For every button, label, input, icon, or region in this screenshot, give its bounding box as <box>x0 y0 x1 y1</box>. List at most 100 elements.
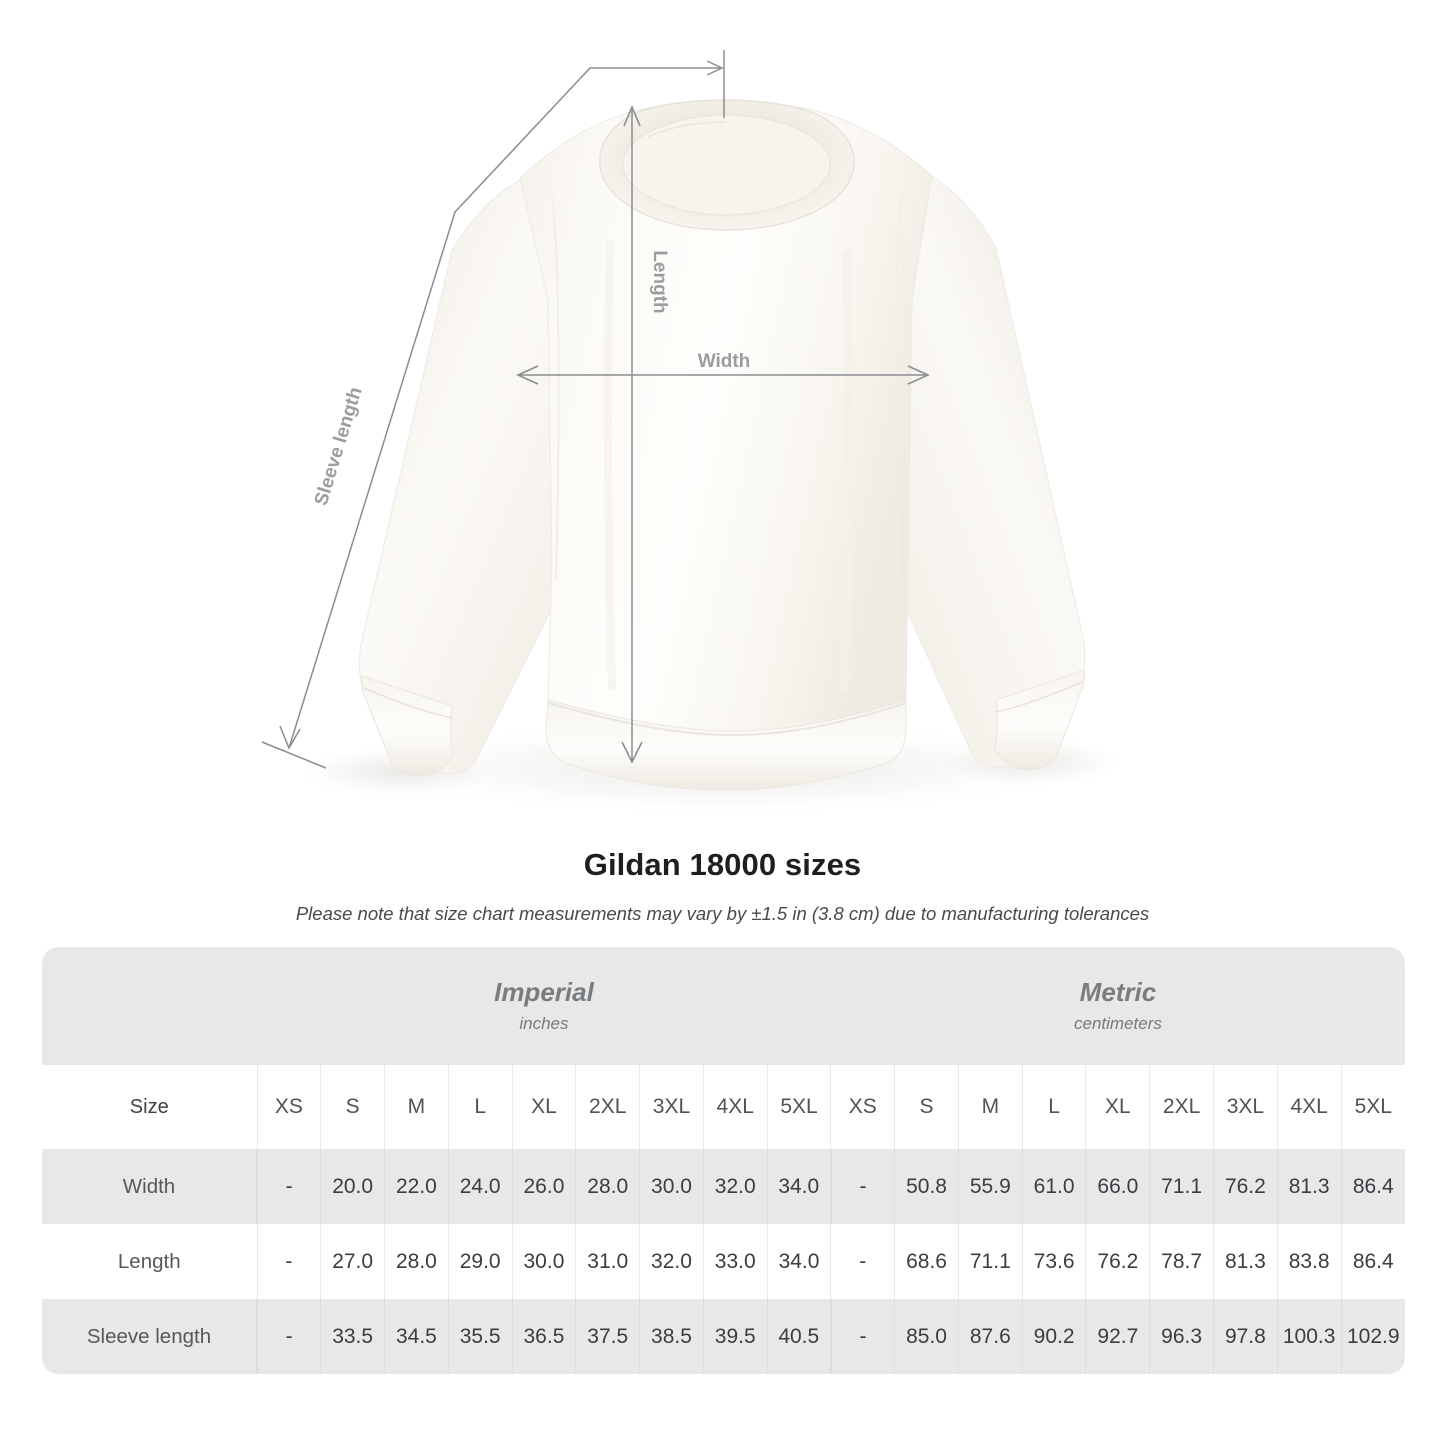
left-armhole-seam <box>551 195 560 581</box>
cell-sleeve-length-metric-xs: - <box>829 1299 895 1374</box>
cell-sleeve-length-metric-m: 87.6 <box>957 1299 1023 1374</box>
cell-sleeve-length-metric-2xl: 96.3 <box>1149 1299 1214 1374</box>
size-header-imperial-s: S <box>320 1065 385 1149</box>
size-header-imperial-xs: XS <box>256 1065 321 1149</box>
cell-sleeve-length-imperial-l: 35.5 <box>447 1299 513 1374</box>
cell-length-imperial-m: 28.0 <box>384 1224 449 1299</box>
table-row: Sleeve length -33.5 34.5 35.5 36.5 37.5 38.5 39… <box>42 1299 1405 1374</box>
title-block: Gildan 18000 sizes Please note that size… <box>0 845 1445 926</box>
sleeve-length-label: Sleeve length <box>311 385 367 508</box>
size-header-imperial-4xl: 4XL <box>702 1065 768 1149</box>
body-fold-right <box>839 249 853 693</box>
cell-length-imperial-l: 29.0 <box>447 1224 513 1299</box>
sweatshirt-illustration: Sleeve length Length Width <box>261 50 1128 816</box>
size-header-metric-xs: XS <box>830 1065 895 1149</box>
size-header-metric-l: L <box>1021 1065 1086 1149</box>
size-header-metric-3xl: 3XL <box>1213 1065 1278 1149</box>
bottom-hem-rib <box>545 699 907 791</box>
row-label-sleeve-length: Sleeve length <box>42 1299 257 1374</box>
cell-sleeve-length-imperial-5xl: 40.5 <box>766 1299 831 1374</box>
width-arrowhead-right <box>907 365 930 385</box>
page-title: Gildan 18000 sizes <box>583 847 862 882</box>
garment-diagram: Sleeve length Length Width <box>261 50 1128 816</box>
cell-width-imperial-4xl: 32.0 <box>702 1149 768 1224</box>
width-label: Width <box>698 351 751 372</box>
cell-length-metric-xs: - <box>830 1224 895 1299</box>
width-guide: Width <box>516 351 930 385</box>
length-guide: Length <box>621 104 670 764</box>
cell-sleeve-length-metric-3xl: 97.8 <box>1213 1299 1278 1374</box>
neck-highlight <box>647 121 727 138</box>
cell-sleeve-length-imperial-m: 34.5 <box>384 1299 449 1374</box>
right-armhole-seam <box>894 192 903 579</box>
cell-width-imperial-xl: 26.0 <box>511 1149 576 1224</box>
cell-length-metric-3xl: 81.3 <box>1213 1224 1278 1299</box>
length-arrowhead-top <box>623 104 641 127</box>
cell-length-metric-s: 68.6 <box>894 1224 959 1299</box>
size-header-metric-m: M <box>957 1065 1023 1149</box>
cell-length-metric-xl: 76.2 <box>1085 1224 1150 1299</box>
size-chart-table-wrapper: Imperial inches Metric centimeters Size XS S M L… <box>42 947 1405 1374</box>
cell-width-metric-2xl: 71.1 <box>1149 1149 1214 1224</box>
cell-width-imperial-3xl: 30.0 <box>639 1149 704 1224</box>
neckline-inner <box>622 114 831 216</box>
cell-sleeve-length-imperial-4xl: 39.5 <box>702 1299 768 1374</box>
cell-width-imperial-5xl: 34.0 <box>766 1149 831 1224</box>
cell-width-metric-xl: 66.0 <box>1085 1149 1150 1224</box>
right-cuff-seam <box>995 681 1083 713</box>
size-header-metric-2xl: 2XL <box>1149 1065 1214 1149</box>
unit-band-spacer <box>42 947 257 1065</box>
left-sleeve <box>358 179 561 775</box>
cell-sleeve-length-imperial-s: 33.5 <box>320 1299 385 1374</box>
cell-width-imperial-2xl: 28.0 <box>575 1149 640 1224</box>
table-row: Length -27.0 28.0 29.0 30.0 31.0 32.0 33.0 34.0-… <box>42 1224 1405 1299</box>
unit-system-header-imperial: Imperial inches <box>257 947 831 1065</box>
cell-length-metric-m: 71.1 <box>957 1224 1023 1299</box>
cell-length-metric-4xl: 83.8 <box>1276 1224 1342 1299</box>
cell-sleeve-length-metric-s: 85.0 <box>894 1299 959 1374</box>
cell-length-imperial-5xl: 34.0 <box>766 1224 831 1299</box>
size-header-metric-4xl: 4XL <box>1276 1065 1342 1149</box>
size-header-metric-5xl: 5XL <box>1340 1065 1405 1149</box>
cell-length-imperial-4xl: 33.0 <box>702 1224 768 1299</box>
length-arrowhead-bottom <box>621 741 643 764</box>
unit-system-sub: centimeters <box>1074 1014 1162 1033</box>
size-header-imperial-l: L <box>447 1065 513 1149</box>
cell-width-metric-4xl: 81.3 <box>1276 1149 1342 1224</box>
unit-system-band-row: Imperial inches Metric centimeters <box>42 947 1405 1065</box>
cell-width-imperial-xs: - <box>256 1149 321 1224</box>
size-header-metric-xl: XL <box>1085 1065 1150 1149</box>
sleeve-length-line <box>288 67 722 749</box>
sleeve-tick-bottom <box>261 741 327 769</box>
size-header-imperial-2xl: 2XL <box>575 1065 640 1149</box>
unit-system-name: Imperial <box>494 977 594 1007</box>
cell-length-imperial-xl: 30.0 <box>511 1224 576 1299</box>
unit-system-header-metric: Metric centimeters <box>830 947 1405 1065</box>
sleeve-arrowhead-bottom <box>279 725 301 750</box>
cell-width-metric-s: 50.8 <box>894 1149 959 1224</box>
tolerance-note: Please note that size chart measurements… <box>295 903 1150 924</box>
size-header-imperial-m: M <box>384 1065 449 1149</box>
hem-seam <box>547 702 907 737</box>
cell-length-metric-2xl: 78.7 <box>1149 1224 1214 1299</box>
cell-width-metric-5xl: 86.4 <box>1340 1149 1405 1224</box>
size-header-metric-s: S <box>894 1065 959 1149</box>
cell-length-imperial-s: 27.0 <box>320 1224 385 1299</box>
cell-width-metric-l: 61.0 <box>1021 1149 1086 1224</box>
unit-system-name: Metric <box>1079 977 1157 1007</box>
size-header-imperial-3xl: 3XL <box>639 1065 704 1149</box>
sleeve-arrowhead-top <box>706 60 724 76</box>
cell-width-imperial-m: 22.0 <box>384 1149 449 1224</box>
cell-width-imperial-s: 20.0 <box>320 1149 385 1224</box>
cell-sleeve-length-metric-l: 90.2 <box>1021 1299 1086 1374</box>
cell-sleeve-length-imperial-3xl: 38.5 <box>639 1299 704 1374</box>
size-header-imperial-xl: XL <box>511 1065 576 1149</box>
row-label-width: Width <box>42 1149 257 1224</box>
cell-width-metric-xs: - <box>829 1149 895 1224</box>
cell-sleeve-length-metric-4xl: 100.3 <box>1276 1299 1342 1374</box>
table-row: Width -20.0 22.0 24.0 26.0 28.0 30.0 32.0 34.0-5… <box>42 1149 1405 1224</box>
cell-length-imperial-xs: - <box>256 1224 321 1299</box>
left-cuff-seam <box>363 687 453 719</box>
size-chart-table: Imperial inches Metric centimeters Size XS S M L… <box>42 947 1405 1374</box>
cell-width-imperial-l: 24.0 <box>447 1149 513 1224</box>
